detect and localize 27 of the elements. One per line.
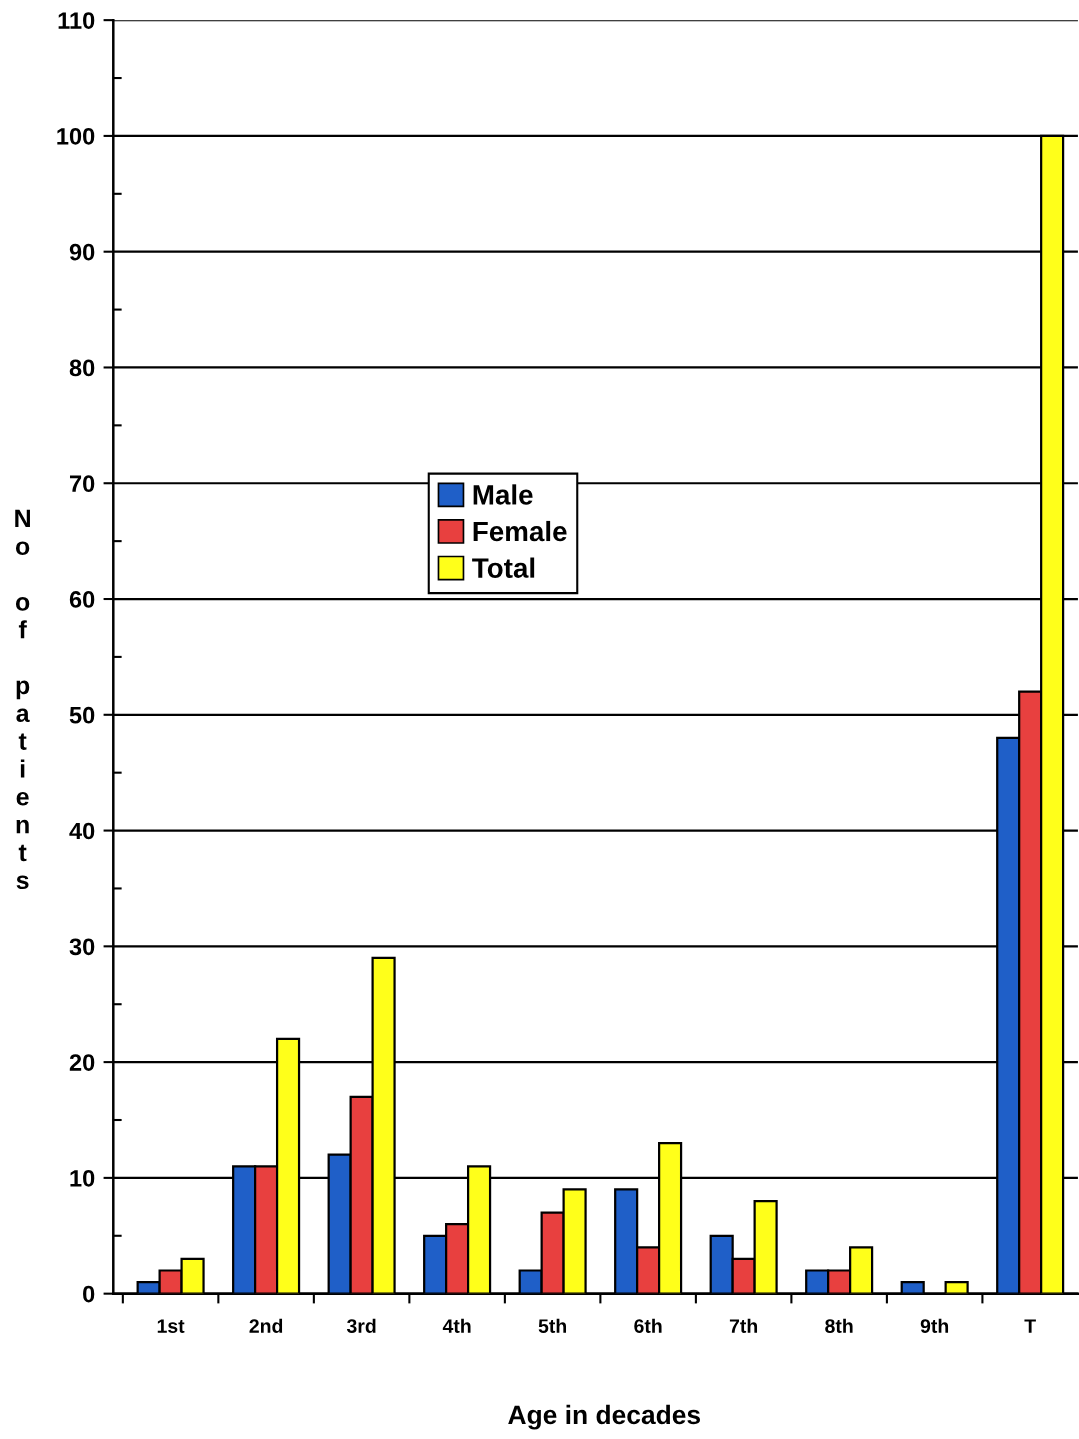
y-tick-label: 110 bbox=[58, 12, 95, 29]
x-tick-label: 2nd bbox=[249, 1318, 283, 1333]
x-tick-label: 6th bbox=[634, 1318, 662, 1333]
y-tick-label: 10 bbox=[70, 1169, 95, 1187]
legend-label: Male bbox=[473, 484, 533, 505]
x-tick-label: 5th bbox=[538, 1318, 567, 1333]
y-tick-label: 40 bbox=[69, 822, 95, 840]
y-tick-label: 90 bbox=[69, 243, 95, 261]
y-tick-label: 100 bbox=[57, 127, 95, 145]
x-tick-label: 4th bbox=[442, 1318, 471, 1333]
x-tick-label: 1st bbox=[157, 1319, 185, 1333]
y-tick-label: 50 bbox=[69, 706, 95, 724]
legend-label: Female bbox=[473, 520, 567, 542]
y-tick-label: 0 bbox=[83, 1285, 95, 1303]
x-axis-title: Age in decades bbox=[508, 1404, 701, 1430]
y-tick-label: 80 bbox=[69, 359, 95, 377]
y-tick-label: 20 bbox=[69, 1054, 95, 1071]
x-tick-label: 3rd bbox=[346, 1318, 376, 1333]
x-tick-label: T bbox=[1024, 1319, 1036, 1333]
x-tick-label: 7th bbox=[729, 1318, 758, 1333]
y-tick-label: 70 bbox=[69, 475, 95, 493]
text: No of patients bbox=[15, 509, 30, 890]
y-tick-label: 60 bbox=[69, 591, 95, 608]
x-tick-label: 9th bbox=[920, 1318, 949, 1333]
y-tick-label: 30 bbox=[69, 938, 95, 956]
legend-label: Total bbox=[472, 557, 535, 578]
x-tick-label: 8th bbox=[825, 1318, 853, 1333]
